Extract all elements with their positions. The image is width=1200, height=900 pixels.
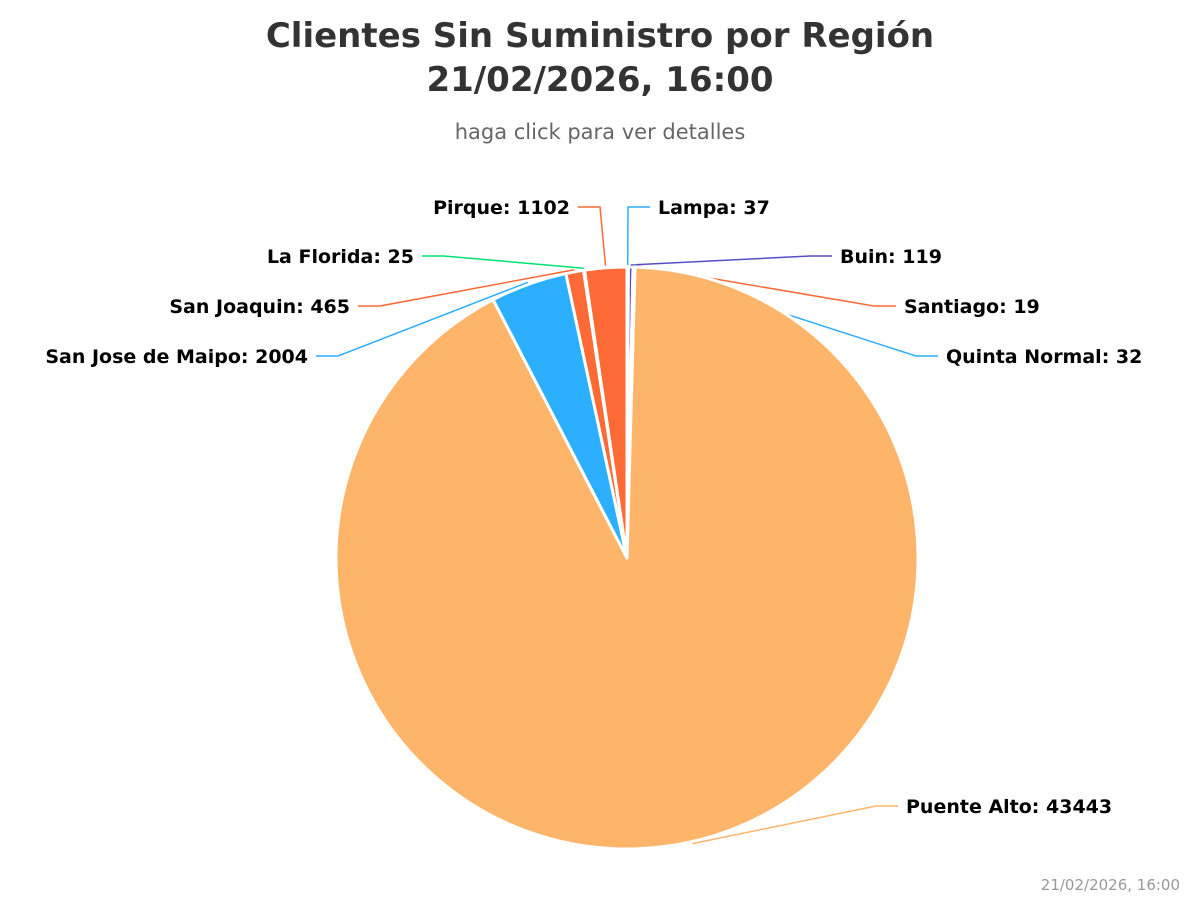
data-label-san-jose-de-maipo[interactable]: San Jose de Maipo: 2004 bbox=[45, 346, 308, 368]
connector-la-florida bbox=[422, 255, 584, 269]
chart-title: Clientes Sin Suministro por Región 21/02… bbox=[0, 14, 1200, 102]
connector-san-joaquin bbox=[358, 269, 575, 307]
data-label-san-joaquin[interactable]: San Joaquin: 465 bbox=[169, 296, 350, 318]
chart-title-line2: 21/02/2026, 16:00 bbox=[426, 60, 774, 100]
chart-credit: 21/02/2026, 16:00 bbox=[1040, 876, 1180, 894]
data-label-pirque[interactable]: Pirque: 1102 bbox=[433, 197, 570, 219]
data-label-quinta-normal[interactable]: Quinta Normal: 32 bbox=[946, 346, 1142, 368]
connector-pirque bbox=[578, 206, 607, 266]
connector-puente-alto bbox=[692, 805, 898, 845]
chart-subtitle: haga click para ver detalles bbox=[454, 120, 746, 144]
connector-san-jose-de-maipo bbox=[316, 281, 529, 357]
data-label-santiago[interactable]: Santiago: 19 bbox=[904, 296, 1040, 318]
data-label-buin[interactable]: Buin: 119 bbox=[840, 246, 942, 268]
connector-lampa bbox=[626, 206, 650, 266]
pie-slice-pirque[interactable] bbox=[583, 265, 629, 560]
data-label-puente-alto[interactable]: Puente Alto: 43443 bbox=[906, 796, 1112, 818]
data-label-lampa[interactable]: Lampa: 37 bbox=[658, 197, 770, 219]
connector-buin bbox=[630, 255, 832, 266]
data-label-la-florida[interactable]: La Florida: 25 bbox=[267, 246, 414, 268]
chart-title-line1: Clientes Sin Suministro por Región bbox=[265, 16, 935, 56]
